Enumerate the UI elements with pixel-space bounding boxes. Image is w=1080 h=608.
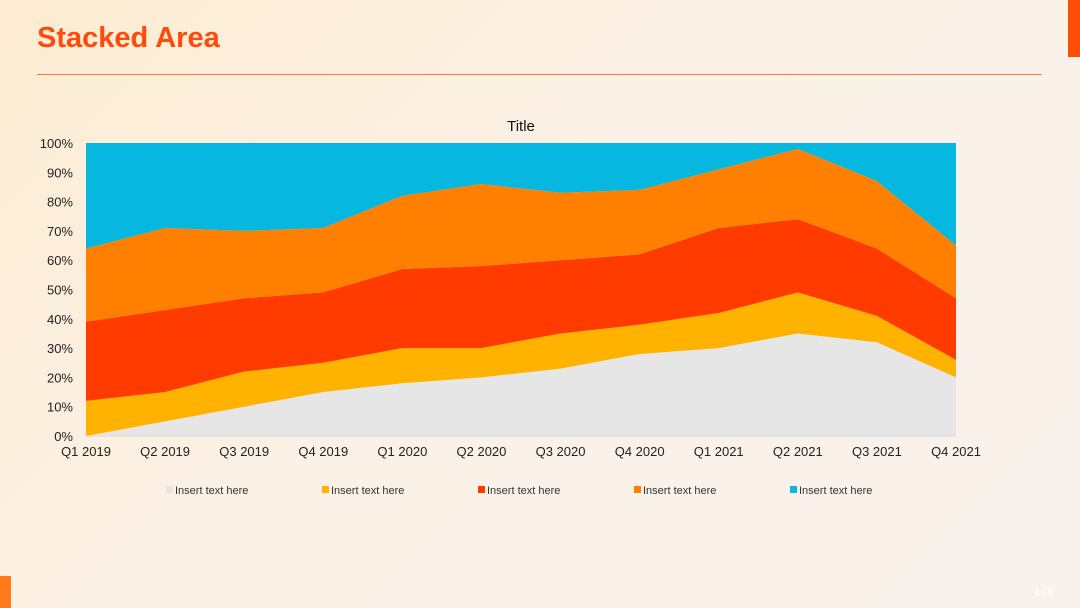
x-tick-label: Q2 2021	[773, 444, 823, 459]
y-tick-label: 50%	[47, 283, 73, 298]
legend-label: Insert text here	[487, 485, 560, 497]
x-tick-label: Q3 2021	[852, 444, 902, 459]
legend-swatch	[790, 486, 797, 493]
x-tick-label: Q3 2019	[219, 444, 269, 459]
legend-label: Insert text here	[799, 485, 872, 497]
y-tick-label: 0%	[54, 429, 73, 444]
legend-swatch	[478, 486, 485, 493]
slide-title: Stacked Area	[37, 22, 220, 54]
x-tick-label: Q3 2020	[536, 444, 586, 459]
y-tick-label: 10%	[47, 400, 73, 415]
legend-label: Insert text here	[175, 485, 248, 497]
accent-bar-bottom-left	[0, 576, 11, 608]
x-tick-label: Q1 2019	[61, 444, 111, 459]
y-tick-label: 70%	[47, 224, 73, 239]
y-tick-label: 20%	[47, 370, 73, 385]
area-series-3	[86, 219, 956, 401]
x-tick-label: Q1 2020	[377, 444, 427, 459]
y-tick-label: 100%	[40, 136, 74, 151]
chart-title: Title	[507, 118, 535, 135]
legend-label: Insert text here	[643, 485, 716, 497]
area-series-5	[86, 143, 956, 249]
area-series-2	[86, 292, 956, 436]
title-divider	[37, 74, 1042, 75]
area-series-4	[86, 148, 956, 322]
accent-bar-top-right	[1068, 0, 1080, 57]
page-number: 175	[1034, 584, 1055, 598]
y-tick-label: 30%	[47, 341, 73, 356]
x-tick-label: Q2 2019	[140, 444, 190, 459]
legend-swatch	[166, 486, 173, 493]
y-tick-label: 40%	[47, 312, 73, 327]
y-tick-label: 60%	[47, 253, 73, 268]
x-tick-label: Q1 2021	[694, 444, 744, 459]
area-series-1	[86, 333, 956, 436]
x-tick-label: Q4 2021	[931, 444, 981, 459]
legend-swatch	[634, 486, 641, 493]
x-tick-label: Q2 2020	[457, 444, 507, 459]
x-tick-label: Q4 2019	[298, 444, 348, 459]
y-tick-label: 80%	[47, 195, 73, 210]
legend-label: Insert text here	[331, 485, 404, 497]
x-tick-label: Q4 2020	[615, 444, 665, 459]
legend-swatch	[322, 486, 329, 493]
y-tick-label: 90%	[47, 165, 73, 180]
